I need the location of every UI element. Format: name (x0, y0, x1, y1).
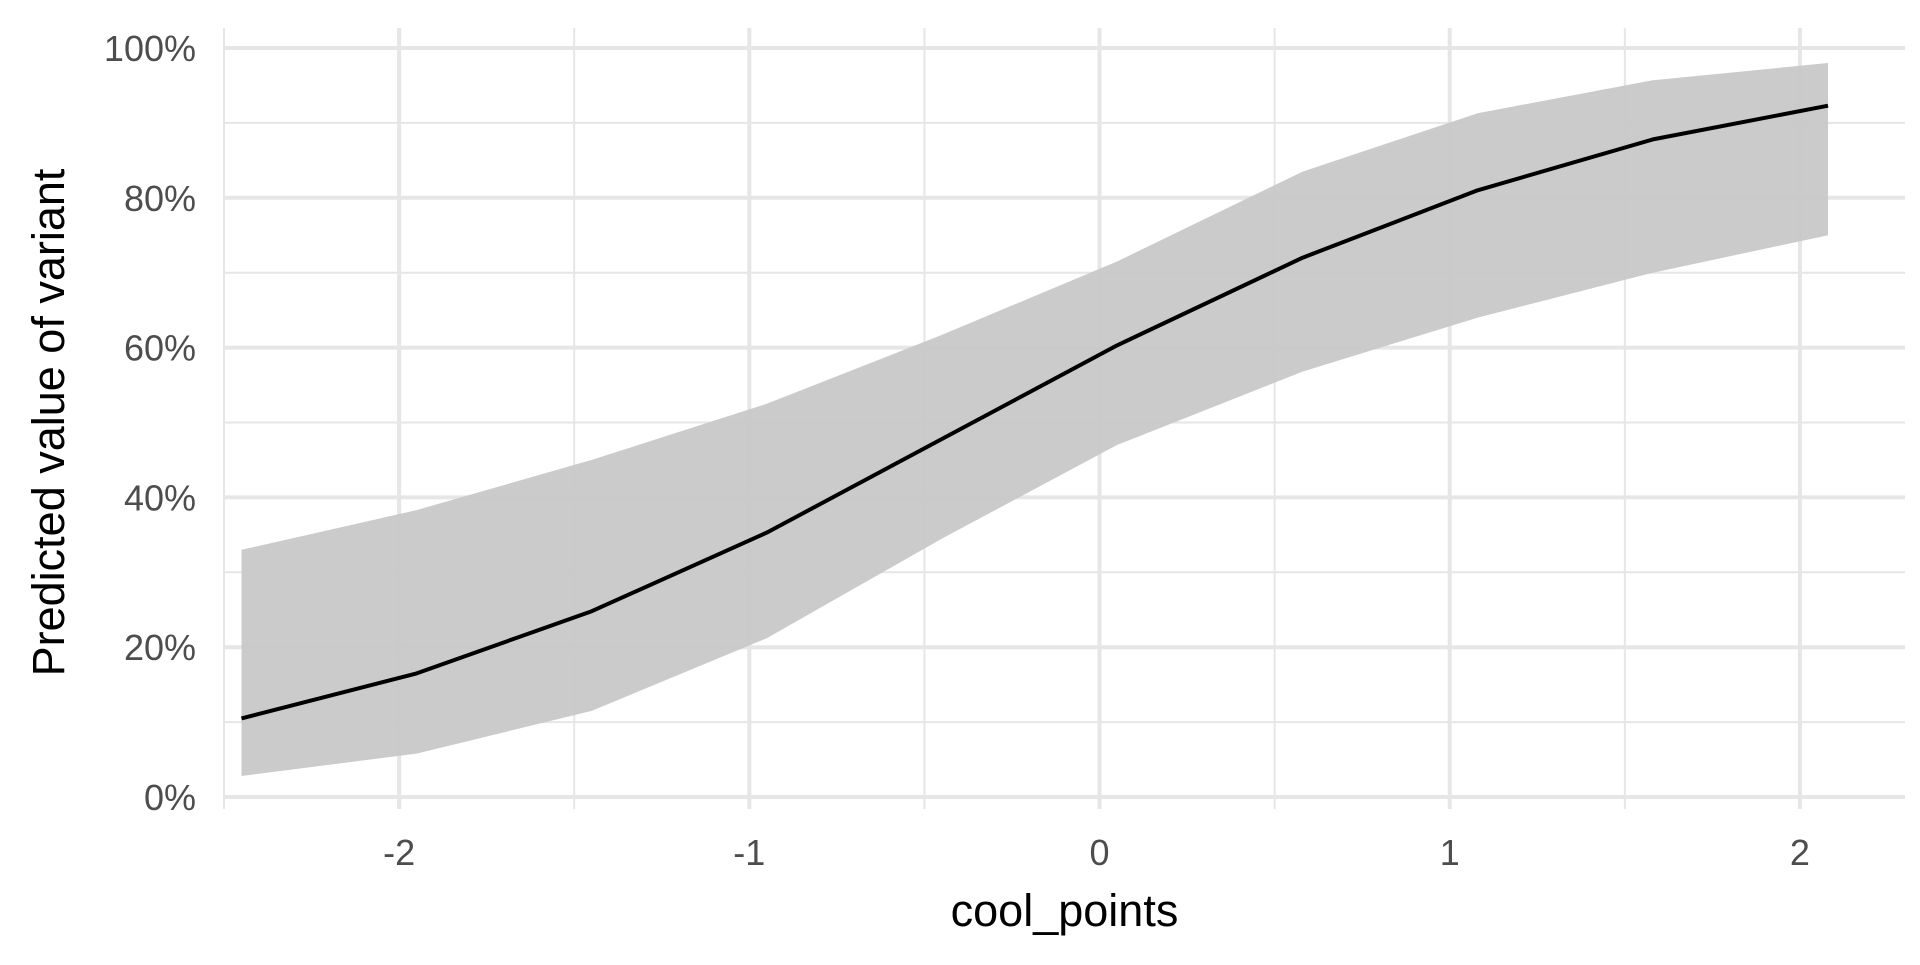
y-tick-label: 20% (124, 627, 196, 668)
y-tick-label: 80% (124, 178, 196, 219)
prediction-line-layer (241, 103, 1829, 721)
x-tick-label: 1 (1440, 832, 1460, 873)
confidence-ribbon-layer (241, 63, 1828, 776)
x-tick-label: 2 (1790, 832, 1810, 873)
x-tick-label: -2 (383, 832, 415, 873)
x-tick-label: -1 (733, 832, 765, 873)
prediction-line (241, 103, 1829, 721)
y-axis-title: Predicted value of variant (23, 168, 74, 676)
x-tick-label: 0 (1090, 832, 1110, 873)
y-tick-label: 100% (104, 28, 196, 69)
x-axis-ticks: -2 -1 0 1 2 (383, 832, 1810, 873)
x-axis-title: cool_points (951, 885, 1179, 936)
y-tick-label: 0% (144, 777, 196, 818)
y-tick-label: 60% (124, 328, 196, 369)
y-tick-label: 40% (124, 477, 196, 518)
y-axis-ticks: 0% 20% 40% 60% 80% 100% (104, 28, 196, 818)
confidence-ribbon (241, 63, 1828, 776)
